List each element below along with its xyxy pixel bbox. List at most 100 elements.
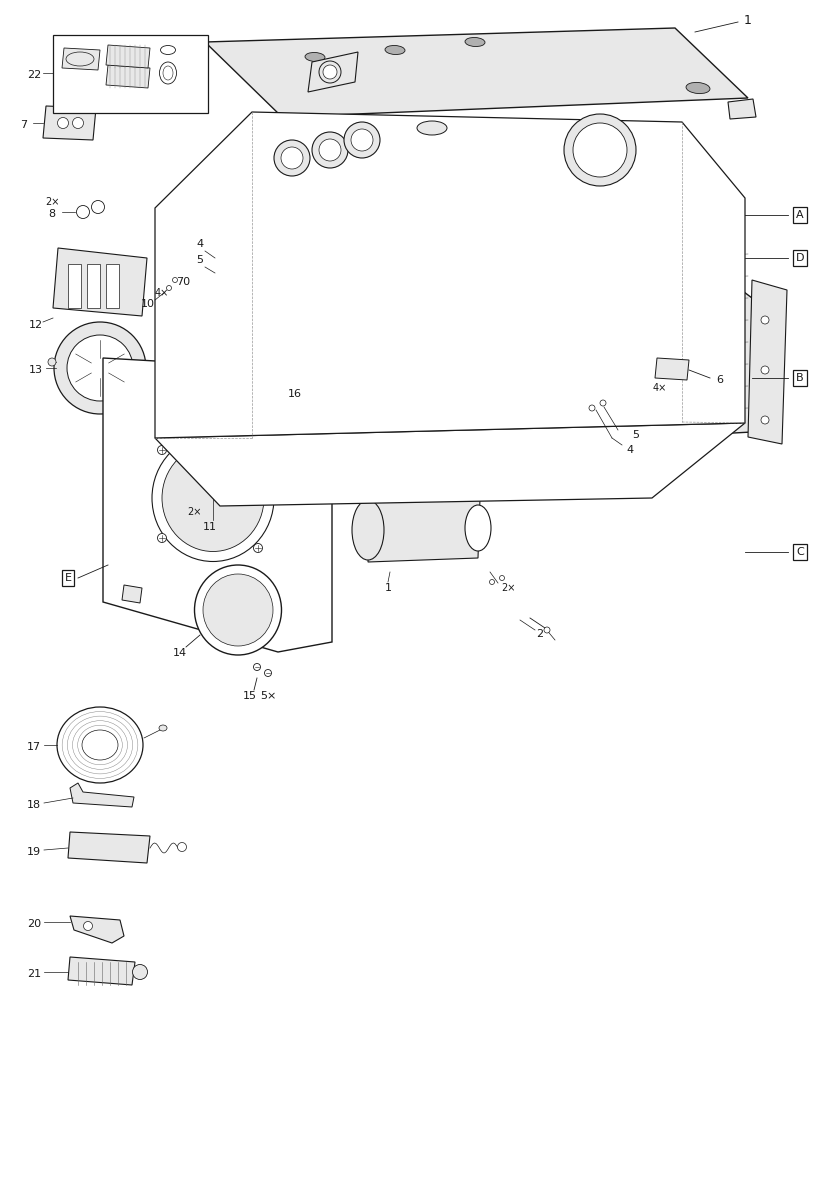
Ellipse shape bbox=[158, 534, 167, 542]
Text: 1: 1 bbox=[744, 13, 752, 26]
Text: 15: 15 bbox=[243, 691, 257, 701]
Ellipse shape bbox=[575, 185, 581, 188]
Ellipse shape bbox=[57, 707, 143, 782]
Ellipse shape bbox=[625, 182, 631, 186]
Bar bbox=[87, 264, 100, 308]
Ellipse shape bbox=[500, 576, 505, 581]
Polygon shape bbox=[53, 248, 147, 316]
Ellipse shape bbox=[253, 442, 262, 450]
Text: B: B bbox=[797, 373, 804, 383]
Ellipse shape bbox=[761, 416, 769, 424]
Text: 4×: 4× bbox=[155, 288, 169, 298]
Ellipse shape bbox=[312, 132, 348, 168]
Ellipse shape bbox=[573, 122, 627, 176]
Text: E: E bbox=[64, 572, 72, 583]
Ellipse shape bbox=[178, 842, 187, 852]
Text: 4×: 4× bbox=[653, 383, 667, 392]
Text: 2×: 2× bbox=[501, 583, 515, 593]
Ellipse shape bbox=[265, 670, 271, 677]
Text: 13: 13 bbox=[29, 365, 43, 374]
Text: 1: 1 bbox=[385, 583, 391, 593]
Ellipse shape bbox=[173, 277, 178, 282]
Polygon shape bbox=[652, 401, 668, 426]
Bar bbox=[106, 264, 119, 308]
Ellipse shape bbox=[515, 188, 521, 192]
Ellipse shape bbox=[544, 626, 550, 634]
Polygon shape bbox=[488, 238, 752, 442]
Ellipse shape bbox=[195, 565, 281, 655]
Ellipse shape bbox=[72, 118, 84, 128]
Ellipse shape bbox=[323, 65, 337, 79]
Text: 17: 17 bbox=[27, 742, 41, 752]
Text: 18: 18 bbox=[27, 800, 41, 810]
Ellipse shape bbox=[489, 580, 495, 584]
Ellipse shape bbox=[274, 140, 310, 176]
Text: 19: 19 bbox=[27, 847, 41, 857]
Text: 12: 12 bbox=[29, 320, 43, 330]
Ellipse shape bbox=[417, 121, 447, 134]
Ellipse shape bbox=[160, 46, 176, 54]
Polygon shape bbox=[122, 584, 142, 602]
Ellipse shape bbox=[385, 46, 405, 54]
Ellipse shape bbox=[163, 66, 173, 80]
Ellipse shape bbox=[91, 200, 104, 214]
Ellipse shape bbox=[253, 664, 261, 671]
Polygon shape bbox=[308, 52, 358, 92]
Polygon shape bbox=[70, 782, 134, 806]
Polygon shape bbox=[103, 358, 332, 652]
Text: 5: 5 bbox=[632, 430, 640, 440]
Polygon shape bbox=[205, 28, 748, 116]
Polygon shape bbox=[155, 422, 745, 506]
Ellipse shape bbox=[564, 114, 636, 186]
Ellipse shape bbox=[465, 37, 485, 47]
Text: 14: 14 bbox=[173, 648, 187, 658]
Ellipse shape bbox=[158, 445, 167, 455]
Ellipse shape bbox=[132, 965, 147, 979]
Ellipse shape bbox=[761, 316, 769, 324]
Ellipse shape bbox=[351, 128, 373, 151]
Ellipse shape bbox=[167, 286, 172, 290]
Polygon shape bbox=[68, 832, 150, 863]
Bar bbox=[68, 264, 81, 308]
Text: 8: 8 bbox=[48, 209, 56, 218]
Polygon shape bbox=[728, 98, 756, 119]
Ellipse shape bbox=[319, 139, 341, 161]
Text: 5: 5 bbox=[196, 254, 204, 265]
Polygon shape bbox=[155, 112, 745, 438]
Polygon shape bbox=[68, 958, 135, 985]
Bar bbox=[53, 35, 208, 113]
Ellipse shape bbox=[152, 434, 274, 562]
Text: 5×: 5× bbox=[260, 691, 276, 701]
Ellipse shape bbox=[76, 205, 90, 218]
Text: 70: 70 bbox=[176, 277, 190, 287]
Text: 4: 4 bbox=[196, 239, 204, 248]
Polygon shape bbox=[283, 293, 506, 364]
Ellipse shape bbox=[395, 197, 401, 200]
Ellipse shape bbox=[761, 366, 769, 374]
Text: 11: 11 bbox=[203, 522, 217, 532]
Ellipse shape bbox=[319, 61, 341, 83]
Text: A: A bbox=[797, 210, 804, 220]
Text: 2×: 2× bbox=[45, 197, 59, 206]
Text: 6: 6 bbox=[717, 374, 723, 385]
Polygon shape bbox=[62, 48, 100, 70]
Text: 4: 4 bbox=[626, 445, 634, 455]
Ellipse shape bbox=[686, 83, 710, 94]
Polygon shape bbox=[106, 65, 150, 88]
Polygon shape bbox=[268, 278, 517, 372]
Ellipse shape bbox=[352, 500, 384, 560]
Ellipse shape bbox=[159, 62, 177, 84]
Text: 2×: 2× bbox=[187, 506, 201, 517]
Ellipse shape bbox=[82, 730, 118, 760]
Polygon shape bbox=[368, 498, 480, 562]
Polygon shape bbox=[43, 106, 96, 140]
Ellipse shape bbox=[354, 432, 382, 482]
Polygon shape bbox=[106, 44, 150, 68]
Ellipse shape bbox=[275, 206, 281, 210]
Ellipse shape bbox=[589, 404, 595, 410]
Ellipse shape bbox=[335, 200, 341, 205]
Circle shape bbox=[54, 322, 146, 414]
Polygon shape bbox=[230, 178, 718, 230]
Text: 16: 16 bbox=[288, 389, 302, 398]
Ellipse shape bbox=[162, 444, 264, 552]
